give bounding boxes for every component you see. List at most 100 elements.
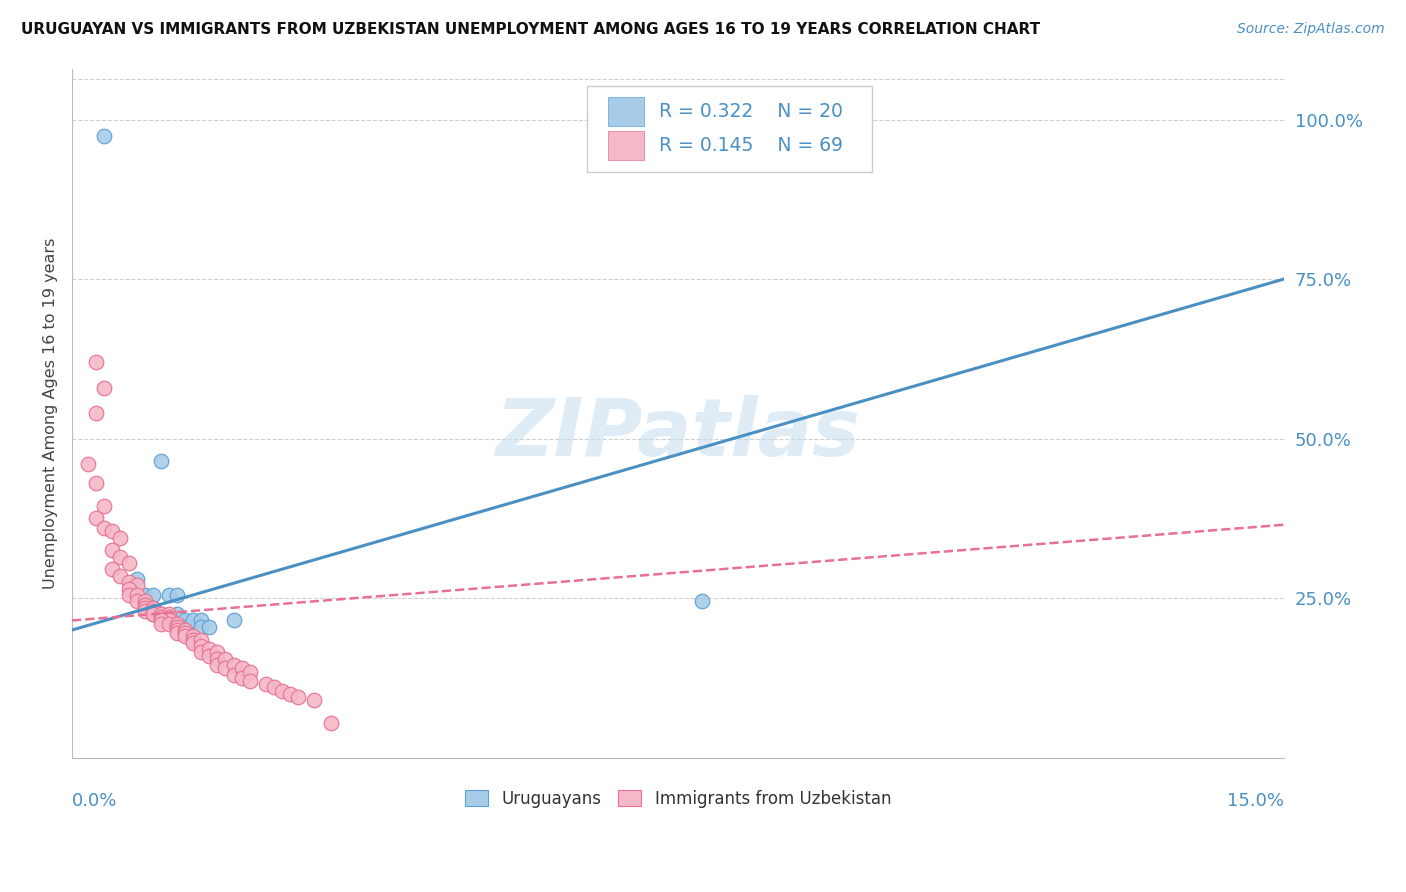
Point — [84, 476, 107, 491]
Point — [181, 629, 204, 643]
Point — [198, 642, 221, 657]
Point — [149, 614, 172, 628]
Point — [271, 683, 294, 698]
Point — [93, 128, 115, 143]
Text: 15.0%: 15.0% — [1227, 792, 1284, 810]
Point — [117, 582, 139, 596]
Point — [134, 600, 156, 615]
Point — [157, 610, 180, 624]
Point — [101, 562, 124, 576]
Point — [181, 636, 204, 650]
Point — [222, 658, 245, 673]
Point — [254, 677, 277, 691]
Point — [190, 632, 212, 647]
Point — [190, 620, 212, 634]
Y-axis label: Unemployment Among Ages 16 to 19 years: Unemployment Among Ages 16 to 19 years — [44, 237, 58, 589]
Point — [231, 671, 253, 685]
Point — [166, 626, 188, 640]
Point — [134, 598, 156, 612]
Point — [174, 626, 197, 640]
Point — [157, 588, 180, 602]
Point — [84, 355, 107, 369]
Point — [166, 616, 188, 631]
Text: R = 0.322    N = 20: R = 0.322 N = 20 — [658, 102, 842, 120]
Point — [198, 620, 221, 634]
Point — [125, 588, 148, 602]
Point — [93, 499, 115, 513]
Point — [117, 575, 139, 590]
Point — [84, 511, 107, 525]
Point — [157, 607, 180, 621]
Point — [263, 681, 285, 695]
Point — [142, 607, 165, 621]
Point — [142, 588, 165, 602]
Point — [166, 620, 188, 634]
Point — [93, 521, 115, 535]
Point — [304, 693, 326, 707]
Point — [239, 665, 262, 679]
Point — [287, 690, 309, 704]
Text: 0.0%: 0.0% — [72, 792, 117, 810]
Point — [117, 588, 139, 602]
Point — [181, 632, 204, 647]
Point — [110, 549, 132, 564]
Point — [77, 457, 100, 471]
Point — [125, 578, 148, 592]
Point — [231, 661, 253, 675]
Point — [149, 610, 172, 624]
Point — [110, 569, 132, 583]
Point — [207, 651, 229, 665]
Point — [142, 604, 165, 618]
FancyBboxPatch shape — [607, 131, 644, 161]
Legend: Uruguayans, Immigrants from Uzbekistan: Uruguayans, Immigrants from Uzbekistan — [458, 783, 898, 814]
Text: URUGUAYAN VS IMMIGRANTS FROM UZBEKISTAN UNEMPLOYMENT AMONG AGES 16 TO 19 YEARS C: URUGUAYAN VS IMMIGRANTS FROM UZBEKISTAN … — [21, 22, 1040, 37]
Text: R = 0.145    N = 69: R = 0.145 N = 69 — [658, 136, 842, 155]
Point — [157, 614, 180, 628]
Point — [239, 674, 262, 689]
Point — [149, 454, 172, 468]
Text: Source: ZipAtlas.com: Source: ZipAtlas.com — [1237, 22, 1385, 37]
Point — [101, 524, 124, 538]
Point — [149, 616, 172, 631]
Point — [110, 531, 132, 545]
Point — [190, 614, 212, 628]
Point — [142, 607, 165, 621]
Point — [222, 667, 245, 681]
Point — [101, 543, 124, 558]
Point — [214, 651, 236, 665]
Point — [174, 629, 197, 643]
Point — [174, 620, 197, 634]
Point — [149, 607, 172, 621]
Point — [166, 623, 188, 637]
Point — [125, 572, 148, 586]
Text: ZIPatlas: ZIPatlas — [495, 395, 860, 473]
Point — [149, 607, 172, 621]
Point — [134, 594, 156, 608]
Point — [278, 687, 301, 701]
Point — [222, 614, 245, 628]
FancyBboxPatch shape — [588, 86, 872, 172]
Point — [319, 715, 342, 730]
Point — [174, 614, 197, 628]
Point — [157, 616, 180, 631]
Point — [142, 600, 165, 615]
Point — [690, 594, 713, 608]
Point — [142, 600, 165, 615]
Point — [166, 588, 188, 602]
Point — [190, 639, 212, 653]
Point — [198, 648, 221, 663]
Point — [214, 661, 236, 675]
Point — [207, 645, 229, 659]
Point — [93, 380, 115, 394]
Point — [134, 600, 156, 615]
Point — [134, 604, 156, 618]
Point — [125, 594, 148, 608]
Point — [190, 645, 212, 659]
Point — [134, 588, 156, 602]
FancyBboxPatch shape — [607, 96, 644, 126]
Point — [207, 658, 229, 673]
Point — [117, 556, 139, 570]
Point — [181, 614, 204, 628]
Point — [166, 607, 188, 621]
Point — [174, 623, 197, 637]
